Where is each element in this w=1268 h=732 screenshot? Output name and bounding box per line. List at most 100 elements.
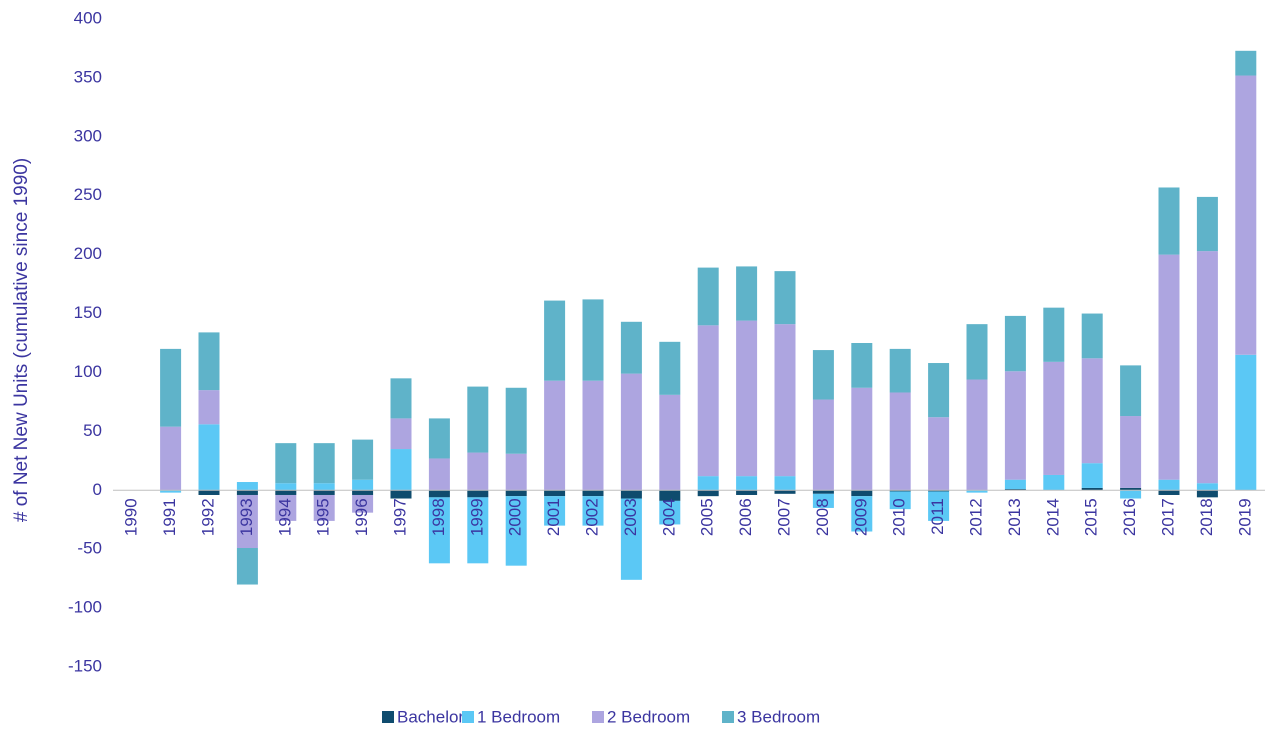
bar-segment (352, 479, 374, 491)
bar-segment (428, 458, 450, 491)
x-tick-label: 2015 (1082, 498, 1101, 536)
x-tick-label: 2014 (1043, 498, 1062, 536)
bar-segment (505, 496, 527, 566)
x-tick-label: 2019 (1235, 498, 1254, 536)
y-tick-label: -100 (68, 598, 102, 617)
bar-segment (774, 271, 796, 325)
bar-segment (659, 500, 681, 525)
bar-segment (390, 490, 412, 499)
bar-segment (505, 453, 527, 491)
bar-segment (582, 380, 604, 491)
x-tick-label: 1995 (314, 498, 333, 536)
x-tick-label: 2018 (1197, 498, 1216, 536)
bar-segment (1004, 371, 1026, 480)
bar-segment (428, 418, 450, 459)
bar-segment (1158, 479, 1180, 491)
bar-segment (659, 394, 681, 491)
bar-segment (966, 490, 988, 493)
bar-segment (428, 497, 450, 564)
x-tick-label: 1997 (390, 498, 409, 536)
bar-segment (1196, 251, 1218, 484)
bar-segment (198, 424, 220, 491)
x-tick-label: 2011 (928, 498, 947, 535)
bar-segment (236, 494, 258, 549)
bar-segment (313, 490, 335, 495)
bar-segment (1120, 365, 1142, 417)
bar-segment (390, 378, 412, 419)
bar-segment (812, 493, 834, 508)
x-tick-label: 2008 (813, 498, 832, 536)
x-tick-label: 2010 (890, 498, 909, 536)
x-tick-label: 2002 (582, 498, 601, 536)
bar-segment (1120, 416, 1142, 488)
x-tick-label: 2017 (1158, 498, 1177, 536)
bar-segment (236, 490, 258, 495)
y-tick-label: 300 (74, 126, 102, 145)
x-tick-label: 2000 (506, 498, 525, 536)
y-tick-label: 400 (74, 8, 102, 27)
bar-segment (774, 324, 796, 477)
bar-segment (620, 373, 642, 491)
bar-segment (1235, 75, 1257, 355)
bar-segment (620, 490, 642, 499)
bar-segment (851, 496, 873, 532)
x-tick-label: 2001 (544, 498, 563, 536)
bar-segment (659, 490, 681, 501)
x-tick-label: 1999 (467, 498, 486, 536)
y-tick-label: 150 (74, 303, 102, 322)
legend-label: 3 Bedroom (737, 707, 820, 726)
bar-segment (1196, 196, 1218, 252)
bar-segment (428, 490, 450, 498)
bar-segment (544, 380, 566, 491)
bar-segment (928, 417, 950, 491)
bar-segment (198, 390, 220, 425)
legend-label: 1 Bedroom (477, 707, 560, 726)
bar-segment (736, 320, 758, 477)
y-tick-label: 200 (74, 244, 102, 263)
bar-segment (160, 348, 182, 427)
x-tick-label: 1993 (237, 498, 256, 536)
bar-segment (467, 386, 489, 453)
bar-segment (1081, 463, 1103, 488)
bar-segment (1081, 487, 1103, 491)
x-tick-label: 1991 (160, 498, 179, 536)
bar-segment (1081, 313, 1103, 359)
bar-segment (1235, 354, 1257, 491)
bar-segment (812, 490, 834, 494)
bar-segment (774, 490, 796, 494)
bar-segment (544, 496, 566, 526)
bar-segment (352, 490, 374, 495)
bar-segment (889, 491, 911, 510)
bar-segment (889, 490, 911, 492)
bar-segment (966, 324, 988, 380)
y-tick-label: 50 (83, 421, 102, 440)
bar-segment (544, 300, 566, 381)
y-tick-label: 350 (74, 67, 102, 86)
y-tick-label: -50 (77, 539, 102, 558)
bar-segment (275, 490, 297, 495)
bar-segment (313, 443, 335, 484)
bar-segment (544, 490, 566, 497)
bar-segment (1043, 474, 1065, 491)
legend-label: 2 Bedroom (607, 707, 690, 726)
bar-segment (582, 490, 604, 497)
x-tick-label: 1998 (429, 498, 448, 536)
x-tick-label: 2007 (774, 498, 793, 536)
bar-segment (505, 490, 527, 497)
x-tick-label: 2009 (851, 498, 870, 536)
x-tick-label: 2016 (1120, 498, 1139, 536)
bar-segment (582, 299, 604, 381)
bar-segment (966, 379, 988, 491)
bar-segment (851, 387, 873, 491)
y-tick-label: 0 (93, 480, 102, 499)
legend-swatch (592, 711, 604, 723)
bar-segment (1196, 490, 1218, 498)
bar-segment (1120, 490, 1142, 499)
y-tick-label: -150 (68, 656, 102, 675)
x-tick-label: 2012 (966, 498, 985, 536)
bar-segment (275, 483, 297, 491)
x-tick-label: 1990 (122, 498, 141, 536)
x-tick-label: 2006 (736, 498, 755, 536)
bar-segment (659, 341, 681, 395)
legend-swatch (722, 711, 734, 723)
